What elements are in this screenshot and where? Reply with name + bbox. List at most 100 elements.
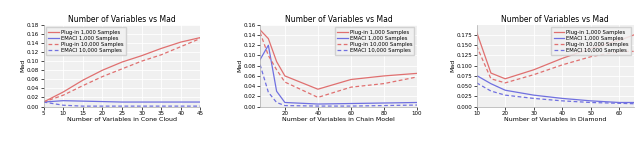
Line: EMACI 1,000 Samples: EMACI 1,000 Samples bbox=[44, 101, 200, 102]
EMACI 10,000 Samples bbox=[314, 105, 322, 107]
Line: Plug-in 10,000 Samples: Plug-in 10,000 Samples bbox=[44, 38, 200, 102]
EMACI 10,000 Samples bbox=[273, 102, 280, 103]
Plug-in 1,000 Samples bbox=[157, 48, 165, 49]
Plug-in 10,000 Samples bbox=[177, 46, 185, 47]
EMACI 1,000 Samples bbox=[487, 83, 495, 85]
EMACI 1,000 Samples bbox=[587, 100, 595, 102]
Plug-in 10,000 Samples bbox=[60, 94, 67, 96]
Plug-in 10,000 Samples bbox=[587, 56, 595, 58]
Plug-in 10,000 Samples bbox=[138, 60, 145, 62]
Plug-in 10,000 Samples bbox=[530, 74, 538, 76]
EMACI 10,000 Samples bbox=[138, 105, 145, 107]
Plug-in 10,000 Samples bbox=[473, 45, 481, 47]
EMACI 10,000 Samples bbox=[380, 105, 388, 106]
X-axis label: Number of Variables in Cone Cloud: Number of Variables in Cone Cloud bbox=[67, 117, 177, 122]
Plug-in 10,000 Samples bbox=[273, 69, 280, 71]
EMACI 1,000 Samples bbox=[559, 98, 566, 99]
EMACI 1,000 Samples bbox=[196, 101, 204, 103]
Plug-in 1,000 Samples bbox=[616, 39, 623, 41]
Legend: Plug-in 1,000 Samples, EMACI 1,000 Samples, Plug-in 10,000 Samples, EMACI 10,000: Plug-in 1,000 Samples, EMACI 1,000 Sampl… bbox=[552, 27, 631, 55]
Plug-in 1,000 Samples bbox=[487, 72, 495, 74]
EMACI 10,000 Samples bbox=[559, 100, 566, 102]
Plug-in 1,000 Samples bbox=[99, 69, 106, 71]
Plug-in 1,000 Samples bbox=[60, 91, 67, 93]
Y-axis label: Mad: Mad bbox=[237, 59, 243, 72]
Plug-in 1,000 Samples bbox=[413, 73, 421, 74]
EMACI 10,000 Samples bbox=[256, 64, 264, 66]
Plug-in 1,000 Samples bbox=[177, 41, 185, 43]
Line: Plug-in 10,000 Samples: Plug-in 10,000 Samples bbox=[477, 46, 634, 83]
Plug-in 1,000 Samples bbox=[530, 69, 538, 71]
Plug-in 1,000 Samples bbox=[264, 38, 272, 40]
EMACI 1,000 Samples bbox=[616, 102, 623, 103]
Plug-in 10,000 Samples bbox=[40, 101, 47, 103]
Plug-in 1,000 Samples bbox=[118, 61, 126, 63]
EMACI 10,000 Samples bbox=[616, 102, 623, 104]
Title: Number of Variables vs Mad: Number of Variables vs Mad bbox=[68, 15, 176, 24]
Plug-in 10,000 Samples bbox=[264, 55, 272, 56]
EMACI 10,000 Samples bbox=[630, 103, 637, 105]
EMACI 10,000 Samples bbox=[487, 90, 495, 92]
Plug-in 10,000 Samples bbox=[118, 68, 126, 70]
Line: EMACI 10,000 Samples: EMACI 10,000 Samples bbox=[477, 83, 634, 104]
EMACI 10,000 Samples bbox=[530, 98, 538, 99]
Plug-in 10,000 Samples bbox=[157, 54, 165, 56]
Plug-in 10,000 Samples bbox=[256, 32, 264, 33]
Line: EMACI 1,000 Samples: EMACI 1,000 Samples bbox=[260, 45, 417, 104]
Plug-in 1,000 Samples bbox=[281, 75, 289, 77]
Plug-in 10,000 Samples bbox=[487, 78, 495, 80]
EMACI 10,000 Samples bbox=[40, 101, 47, 103]
EMACI 10,000 Samples bbox=[413, 104, 421, 106]
EMACI 1,000 Samples bbox=[281, 102, 289, 103]
X-axis label: Number of Variables in Diamond: Number of Variables in Diamond bbox=[504, 117, 606, 122]
Plug-in 1,000 Samples bbox=[501, 78, 509, 80]
EMACI 1,000 Samples bbox=[99, 101, 106, 102]
EMACI 1,000 Samples bbox=[273, 90, 280, 92]
Plug-in 10,000 Samples bbox=[380, 83, 388, 84]
EMACI 1,000 Samples bbox=[380, 102, 388, 104]
EMACI 10,000 Samples bbox=[501, 94, 509, 96]
Title: Number of Variables vs Mad: Number of Variables vs Mad bbox=[501, 15, 609, 24]
Plug-in 10,000 Samples bbox=[314, 97, 322, 98]
EMACI 10,000 Samples bbox=[118, 105, 126, 107]
Plug-in 10,000 Samples bbox=[281, 81, 289, 83]
EMACI 1,000 Samples bbox=[118, 101, 126, 103]
Plug-in 10,000 Samples bbox=[347, 86, 355, 88]
EMACI 1,000 Samples bbox=[256, 59, 264, 60]
Plug-in 10,000 Samples bbox=[196, 38, 204, 39]
EMACI 1,000 Samples bbox=[347, 103, 355, 104]
Plug-in 10,000 Samples bbox=[616, 51, 623, 52]
Plug-in 1,000 Samples bbox=[138, 55, 145, 57]
Line: EMACI 1,000 Samples: EMACI 1,000 Samples bbox=[477, 75, 634, 102]
Plug-in 10,000 Samples bbox=[79, 85, 86, 87]
Plug-in 1,000 Samples bbox=[559, 58, 566, 59]
Plug-in 1,000 Samples bbox=[256, 29, 264, 31]
X-axis label: Number of Variables in Chain Model: Number of Variables in Chain Model bbox=[282, 117, 395, 122]
Plug-in 10,000 Samples bbox=[630, 51, 637, 52]
Plug-in 1,000 Samples bbox=[196, 37, 204, 38]
EMACI 10,000 Samples bbox=[60, 104, 67, 106]
EMACI 1,000 Samples bbox=[473, 75, 481, 76]
EMACI 1,000 Samples bbox=[413, 102, 421, 103]
EMACI 10,000 Samples bbox=[157, 105, 165, 107]
EMACI 10,000 Samples bbox=[473, 82, 481, 84]
Plug-in 1,000 Samples bbox=[630, 34, 637, 36]
EMACI 10,000 Samples bbox=[347, 105, 355, 107]
EMACI 1,000 Samples bbox=[630, 102, 637, 103]
EMACI 1,000 Samples bbox=[79, 100, 86, 102]
EMACI 1,000 Samples bbox=[264, 44, 272, 46]
Plug-in 10,000 Samples bbox=[559, 64, 566, 66]
EMACI 1,000 Samples bbox=[314, 103, 322, 105]
Plug-in 10,000 Samples bbox=[501, 82, 509, 84]
Y-axis label: Mad: Mad bbox=[451, 59, 455, 72]
EMACI 1,000 Samples bbox=[177, 101, 185, 103]
Plug-in 1,000 Samples bbox=[314, 88, 322, 90]
Plug-in 10,000 Samples bbox=[99, 76, 106, 78]
Line: Plug-in 1,000 Samples: Plug-in 1,000 Samples bbox=[477, 32, 634, 79]
Line: EMACI 10,000 Samples: EMACI 10,000 Samples bbox=[44, 102, 200, 106]
Plug-in 1,000 Samples bbox=[473, 31, 481, 33]
Plug-in 10,000 Samples bbox=[413, 76, 421, 78]
EMACI 1,000 Samples bbox=[60, 100, 67, 102]
EMACI 10,000 Samples bbox=[196, 105, 204, 107]
EMACI 10,000 Samples bbox=[587, 102, 595, 103]
